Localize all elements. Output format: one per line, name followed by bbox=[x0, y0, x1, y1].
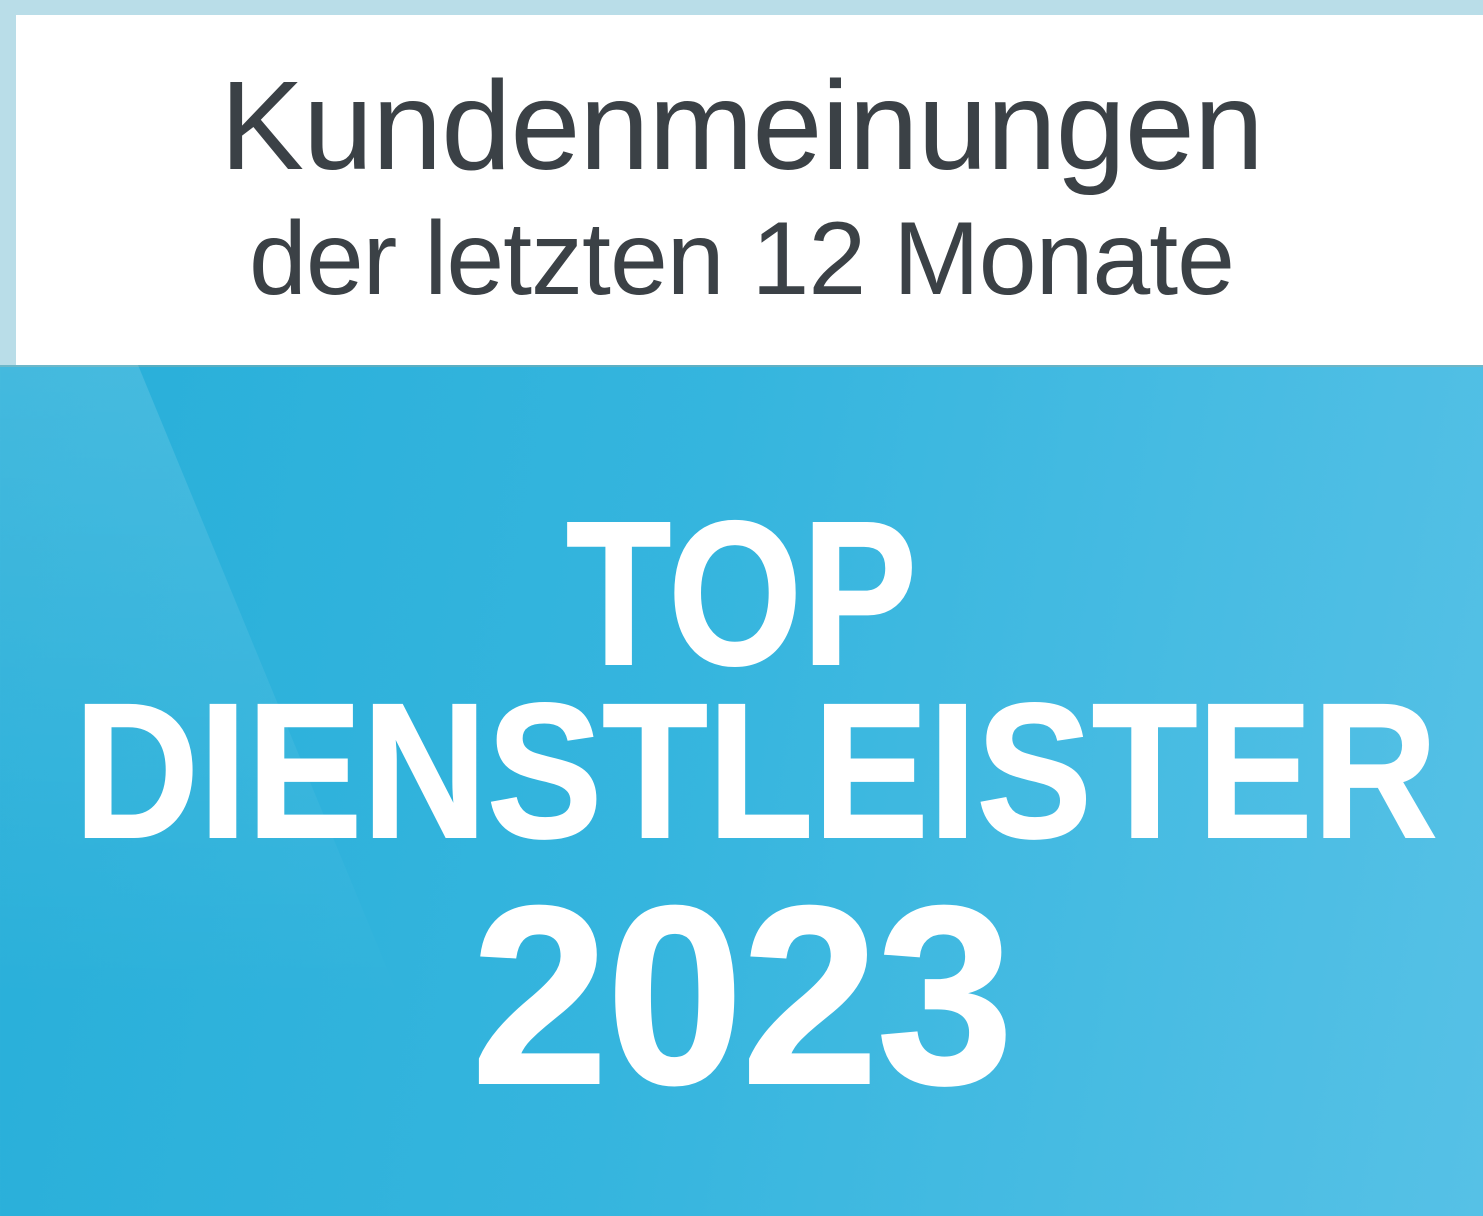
award-year: 2023 bbox=[470, 853, 1014, 1137]
header-panel bbox=[0, 0, 1483, 365]
header-subtitle: der letzten 12 Monate bbox=[249, 201, 1235, 317]
award-word-top: TOP bbox=[565, 479, 918, 708]
award-word-dienstleister: DIENSTLEISTER bbox=[73, 663, 1438, 878]
header-title: Kundenmeinungen bbox=[220, 55, 1264, 196]
award-panel bbox=[0, 365, 1483, 1216]
